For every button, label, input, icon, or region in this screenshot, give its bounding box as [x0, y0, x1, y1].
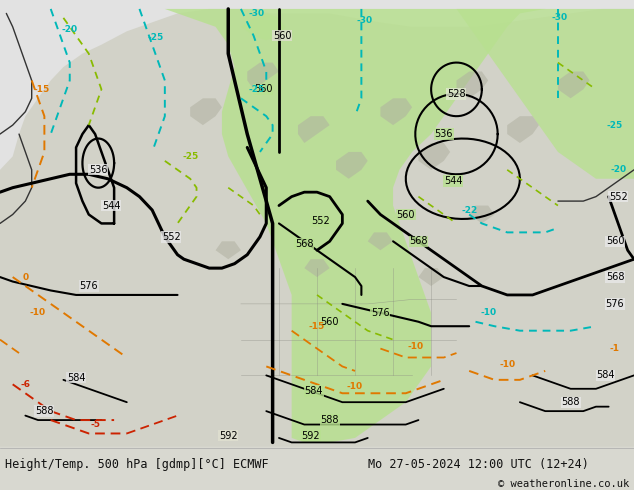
Text: -10: -10	[347, 382, 363, 391]
Text: 592: 592	[219, 431, 238, 441]
Text: © weatheronline.co.uk: © weatheronline.co.uk	[498, 479, 629, 489]
Polygon shape	[456, 9, 634, 179]
Polygon shape	[418, 143, 450, 170]
Text: -10: -10	[480, 308, 496, 318]
Text: -20: -20	[61, 24, 78, 33]
Polygon shape	[0, 9, 634, 447]
Text: 568: 568	[605, 272, 624, 282]
Polygon shape	[165, 9, 545, 442]
Text: 536: 536	[89, 165, 108, 175]
Text: 568: 568	[295, 239, 314, 248]
Text: 536: 536	[434, 129, 453, 139]
Text: 560: 560	[273, 31, 292, 41]
Text: -15: -15	[33, 85, 49, 94]
Text: 592: 592	[301, 431, 320, 441]
Text: -10: -10	[407, 342, 424, 351]
Text: -25: -25	[147, 33, 164, 43]
Polygon shape	[558, 72, 590, 98]
Text: -20: -20	[610, 165, 626, 174]
Text: 568: 568	[409, 236, 428, 246]
Polygon shape	[190, 98, 222, 125]
Text: 544: 544	[101, 200, 120, 211]
Text: -30: -30	[249, 9, 265, 18]
Polygon shape	[247, 63, 279, 89]
Polygon shape	[336, 152, 368, 179]
Text: 576: 576	[605, 299, 624, 309]
Text: 560: 560	[396, 210, 415, 220]
Text: -5: -5	[90, 420, 100, 429]
Polygon shape	[298, 116, 330, 143]
Text: 584: 584	[304, 386, 323, 396]
Text: 584: 584	[596, 370, 615, 380]
Text: 584: 584	[67, 372, 86, 383]
Text: 560: 560	[320, 317, 339, 327]
Polygon shape	[380, 98, 412, 125]
Text: -10: -10	[499, 360, 515, 368]
Text: -15: -15	[309, 322, 325, 331]
Text: 588: 588	[561, 397, 580, 407]
Text: 0: 0	[22, 272, 29, 282]
Text: -25: -25	[182, 152, 198, 161]
Text: 560: 560	[254, 84, 273, 95]
Text: 552: 552	[609, 192, 628, 201]
Text: -1: -1	[610, 344, 620, 353]
Polygon shape	[469, 206, 495, 223]
Text: -30: -30	[552, 13, 568, 23]
Text: -10: -10	[30, 308, 46, 318]
Text: -30: -30	[356, 16, 373, 24]
Text: -22: -22	[461, 205, 477, 215]
Text: Height/Temp. 500 hPa [gdmp][°C] ECMWF: Height/Temp. 500 hPa [gdmp][°C] ECMWF	[5, 458, 269, 470]
Text: 576: 576	[79, 281, 98, 291]
Polygon shape	[368, 232, 393, 250]
Polygon shape	[216, 241, 241, 259]
Polygon shape	[507, 116, 539, 143]
Text: 544: 544	[444, 176, 463, 186]
Text: 588: 588	[35, 406, 54, 416]
Text: 560: 560	[605, 236, 624, 246]
Text: -25: -25	[249, 85, 265, 94]
Polygon shape	[304, 259, 330, 277]
Polygon shape	[456, 72, 488, 98]
Polygon shape	[241, 13, 285, 40]
Text: 588: 588	[320, 415, 339, 425]
Text: -6: -6	[20, 380, 30, 389]
Text: -25: -25	[607, 121, 623, 130]
Text: Mo 27-05-2024 12:00 UTC (12+24): Mo 27-05-2024 12:00 UTC (12+24)	[368, 458, 588, 470]
Text: 528: 528	[447, 89, 466, 99]
Text: 552: 552	[311, 216, 330, 226]
Text: 552: 552	[162, 232, 181, 242]
Polygon shape	[418, 268, 444, 286]
Text: 576: 576	[371, 308, 390, 318]
